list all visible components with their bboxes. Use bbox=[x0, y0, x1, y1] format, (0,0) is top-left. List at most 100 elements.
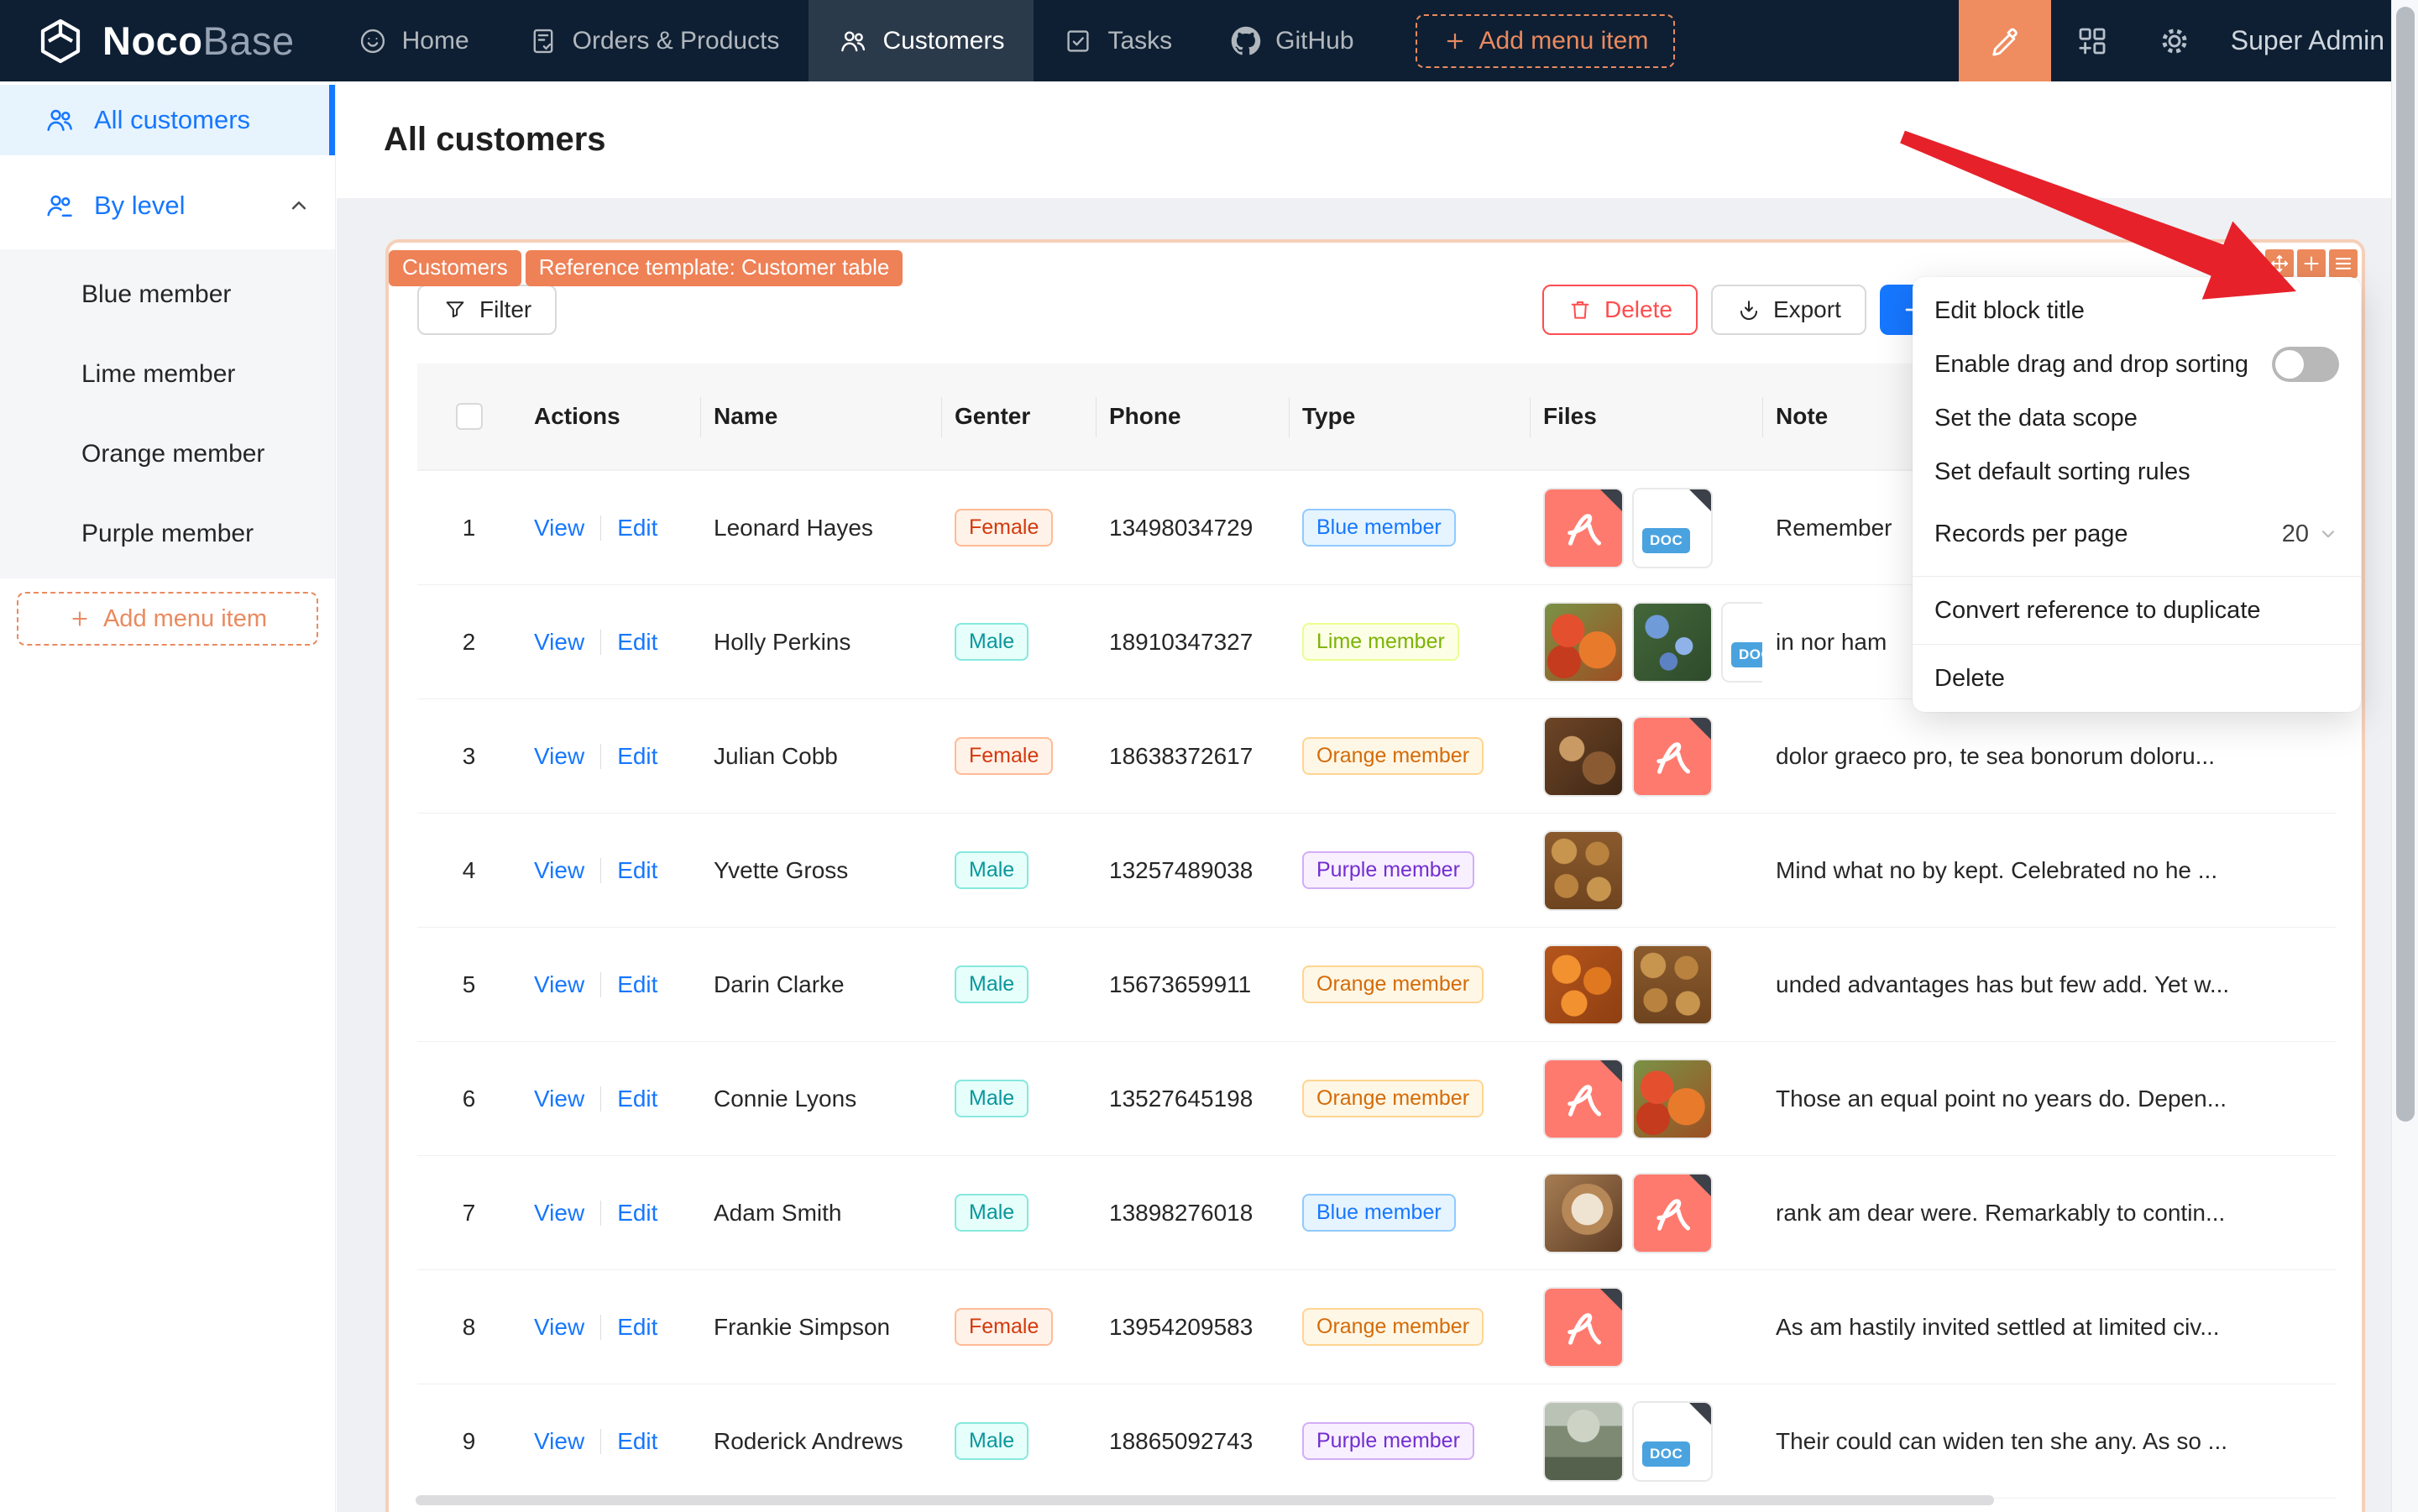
doc-file-icon[interactable]: DOC bbox=[1721, 601, 1762, 683]
cell-type: Orange member bbox=[1289, 1079, 1530, 1118]
records-per-page-select[interactable]: 20 bbox=[2282, 521, 2339, 548]
row-index: 4 bbox=[462, 856, 476, 883]
image-thumbnail[interactable] bbox=[1543, 1400, 1624, 1482]
pdf-file-icon[interactable] bbox=[1632, 1172, 1713, 1253]
pdf-file-icon[interactable] bbox=[1543, 487, 1624, 568]
block-settings-menu-icon[interactable] bbox=[2329, 249, 2358, 278]
menu-item[interactable]: Set default sorting rules bbox=[1934, 458, 2190, 485]
edit-link[interactable]: Edit bbox=[617, 628, 658, 655]
edit-link[interactable]: Edit bbox=[617, 856, 658, 883]
view-link[interactable]: View bbox=[534, 971, 585, 997]
nav-item[interactable]: Home bbox=[328, 0, 499, 81]
column-header-actions[interactable]: Actions bbox=[534, 403, 620, 429]
view-link[interactable]: View bbox=[534, 514, 585, 541]
plugin-manager-button[interactable] bbox=[2051, 0, 2133, 81]
sidebar-item-by-level[interactable]: By level bbox=[0, 170, 335, 241]
image-thumbnail[interactable] bbox=[1543, 829, 1624, 911]
doc-file-icon[interactable]: DOC bbox=[1632, 487, 1713, 568]
sidebar-add-menu-item-button[interactable]: Add menu item bbox=[17, 592, 318, 646]
column-header-gender[interactable]: Genter bbox=[941, 364, 1096, 469]
menu-item[interactable]: Delete bbox=[1934, 664, 2005, 692]
edit-link[interactable]: Edit bbox=[617, 514, 658, 541]
edit-link[interactable]: Edit bbox=[617, 1313, 658, 1340]
cell-note: in nor ham bbox=[1776, 628, 1887, 655]
view-link[interactable]: View bbox=[534, 742, 585, 769]
cell-type: Orange member bbox=[1289, 1307, 1530, 1347]
filter-button[interactable]: Filter bbox=[417, 285, 557, 335]
tasks-icon bbox=[1063, 26, 1093, 56]
trash-icon bbox=[1571, 301, 1589, 319]
row-index: 3 bbox=[462, 742, 476, 769]
export-button[interactable]: Export bbox=[1710, 285, 1866, 335]
add-block-icon[interactable] bbox=[2297, 249, 2326, 278]
edit-link[interactable]: Edit bbox=[617, 742, 658, 769]
cell-gender: Male bbox=[941, 1421, 1096, 1461]
delete-button[interactable]: Delete bbox=[1542, 285, 1698, 335]
image-thumbnail[interactable] bbox=[1543, 944, 1624, 1025]
ui-editor-button[interactable] bbox=[1958, 0, 2051, 81]
image-thumbnail[interactable] bbox=[1543, 1172, 1624, 1253]
image-thumbnail[interactable] bbox=[1543, 601, 1624, 683]
cell-name: Holly Perkins bbox=[714, 628, 851, 655]
pdf-file-icon[interactable] bbox=[1543, 1286, 1624, 1368]
cell-name: Julian Cobb bbox=[714, 742, 838, 769]
row-actions: View Edit bbox=[521, 857, 700, 884]
view-link[interactable]: View bbox=[534, 628, 585, 655]
row-actions: View Edit bbox=[521, 629, 700, 656]
sidebar-level-item[interactable]: Blue member bbox=[81, 280, 232, 308]
horizontal-scrollbar[interactable] bbox=[416, 1495, 1994, 1505]
column-header-type[interactable]: Type bbox=[1289, 364, 1530, 469]
settings-button[interactable] bbox=[2133, 0, 2216, 81]
view-link[interactable]: View bbox=[534, 1313, 585, 1340]
pdf-file-icon[interactable] bbox=[1543, 1058, 1624, 1139]
column-header-files[interactable]: Files bbox=[1530, 364, 1762, 469]
image-thumbnail[interactable] bbox=[1632, 1058, 1713, 1139]
view-link[interactable]: View bbox=[534, 1427, 585, 1454]
view-link[interactable]: View bbox=[534, 1199, 585, 1226]
column-header-name[interactable]: Name bbox=[700, 364, 941, 469]
sidebar-levels: Blue member Lime member Orange member Purpl… bbox=[0, 249, 335, 578]
pdf-file-icon[interactable] bbox=[1632, 715, 1713, 797]
cube-logo-icon bbox=[40, 18, 81, 63]
row-actions: View Edit bbox=[521, 1314, 700, 1341]
vertical-scrollbar[interactable] bbox=[2391, 0, 2418, 1512]
nav-add-menu-item-button[interactable]: Add menu item bbox=[1415, 13, 1676, 68]
sidebar-level-item[interactable]: Purple member bbox=[81, 519, 254, 547]
sidebar-level-item[interactable]: Orange member bbox=[81, 439, 265, 468]
column-header-note[interactable]: Note bbox=[1762, 364, 2333, 469]
drag-sort-toggle[interactable] bbox=[2272, 347, 2339, 382]
menu-item[interactable]: Enable drag and drop sorting bbox=[1913, 337, 2361, 391]
nav-item[interactable]: Orders & Products bbox=[499, 0, 809, 81]
menu-item[interactable]: Edit block title bbox=[1934, 296, 2085, 324]
view-link[interactable]: View bbox=[534, 1085, 585, 1112]
menu-item[interactable]: Records per page 20 bbox=[1913, 499, 2361, 569]
edit-link[interactable]: Edit bbox=[617, 1085, 658, 1112]
cell-phone: 15673659911 bbox=[1109, 971, 1252, 997]
nav-item[interactable]: GitHub bbox=[1201, 0, 1383, 81]
user-menu[interactable]: Super Admin bbox=[2230, 25, 2384, 55]
image-thumbnail[interactable] bbox=[1632, 601, 1713, 683]
nav-item[interactable]: Customers bbox=[809, 0, 1034, 81]
sidebar-item-all-customers[interactable]: All customers bbox=[0, 85, 335, 155]
edit-link[interactable]: Edit bbox=[617, 1199, 658, 1226]
cell-note: dolor graeco pro, te sea bonorum doloru.… bbox=[1776, 742, 2215, 769]
cell-phone: 18638372617 bbox=[1109, 742, 1253, 769]
image-thumbnail[interactable] bbox=[1632, 944, 1713, 1025]
image-thumbnail[interactable] bbox=[1543, 715, 1624, 797]
edit-link[interactable]: Edit bbox=[617, 1427, 658, 1454]
row-actions: View Edit bbox=[521, 971, 700, 998]
menu-item[interactable]: Set the data scope bbox=[1934, 404, 2138, 432]
drag-handle-icon[interactable] bbox=[2265, 249, 2294, 278]
nocobase-logo[interactable]: NocoBase bbox=[0, 0, 328, 81]
view-link[interactable]: View bbox=[534, 856, 585, 883]
sidebar-level-item[interactable]: Lime member bbox=[81, 359, 236, 388]
doc-file-icon[interactable]: DOC bbox=[1632, 1400, 1713, 1482]
column-header-phone[interactable]: Phone bbox=[1096, 364, 1289, 469]
edit-link[interactable]: Edit bbox=[617, 971, 658, 997]
nav-item[interactable]: Tasks bbox=[1034, 0, 1201, 81]
menu-item[interactable]: Convert reference to duplicate bbox=[1934, 596, 2261, 624]
divider bbox=[600, 629, 602, 655]
scrollbar-thumb[interactable] bbox=[2396, 7, 2415, 1122]
select-all-checkbox[interactable] bbox=[455, 403, 483, 430]
table-row: 4 View Edit Yvette Gross Male 1325748903… bbox=[417, 814, 2337, 928]
